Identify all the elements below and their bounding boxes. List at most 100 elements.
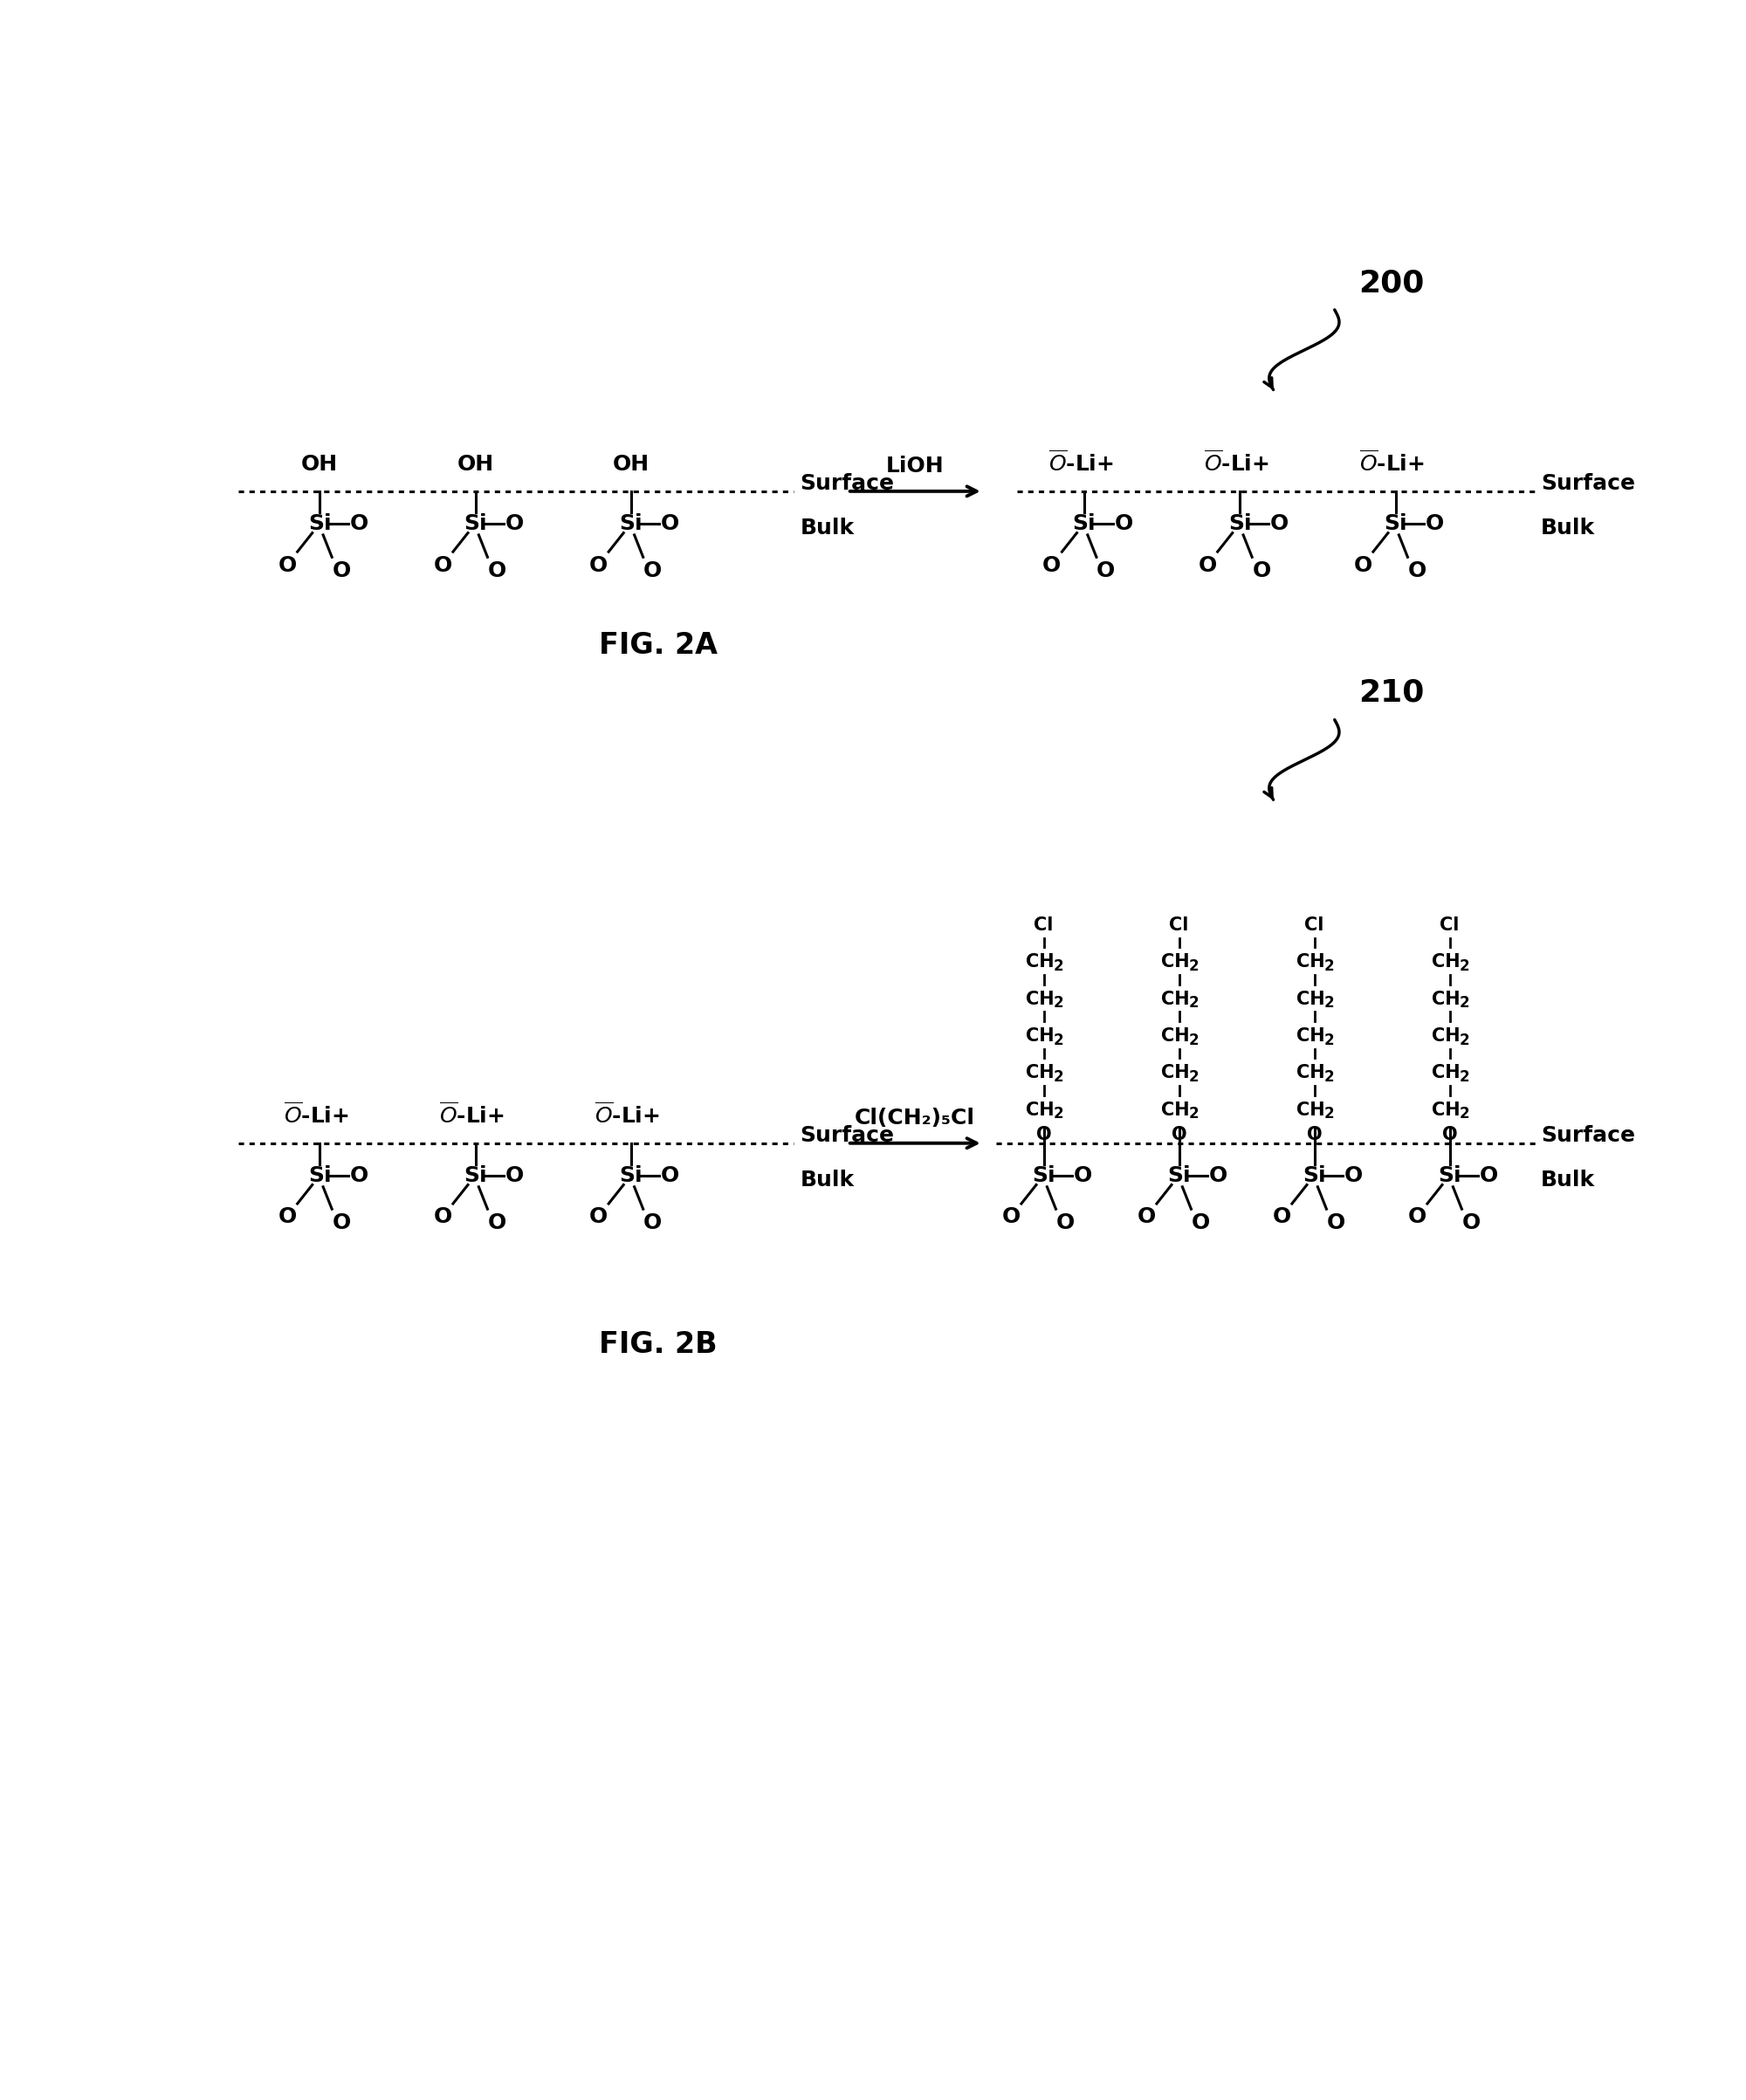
Text: O: O [1461,1212,1481,1233]
Text: Si: Si [1032,1166,1055,1186]
Text: O: O [1306,1126,1322,1142]
Text: Surface: Surface [800,473,894,494]
Text: O: O [1442,1126,1458,1142]
Text: OH: OH [302,454,339,475]
Text: 2: 2 [1460,958,1470,974]
Text: OH: OH [457,454,494,475]
Text: O: O [487,561,506,582]
Text: O: O [1114,512,1133,533]
Text: 2: 2 [1189,1107,1200,1121]
Text: O: O [643,1212,662,1233]
Text: FIG. 2B: FIG. 2B [599,1331,718,1359]
Text: Cl(CH₂)₅Cl: Cl(CH₂)₅Cl [856,1107,976,1128]
Text: O: O [1002,1208,1020,1228]
Text: Cl: Cl [1304,916,1323,935]
Text: Si: Si [1227,512,1252,533]
Text: 2: 2 [1460,1069,1470,1086]
Text: Si: Si [464,512,487,533]
Text: O: O [278,1208,297,1228]
Text: O: O [332,1212,351,1233]
Text: 2: 2 [1460,1107,1470,1121]
Text: CH: CH [1027,1065,1055,1082]
Text: O: O [1096,561,1116,582]
Text: O: O [662,512,679,533]
Text: CH: CH [1432,991,1460,1008]
Text: CH: CH [1432,1100,1460,1119]
Text: Si: Si [307,512,332,533]
Text: CH: CH [1297,1065,1325,1082]
Text: CH: CH [1027,991,1055,1008]
Text: CH: CH [1432,1027,1460,1044]
Text: CH: CH [1027,953,1055,970]
Text: Si: Si [620,1166,643,1186]
Text: 2: 2 [1323,995,1334,1010]
Text: 2: 2 [1189,958,1200,974]
Text: O: O [332,561,351,582]
Text: Bulk: Bulk [800,519,854,540]
Text: O: O [1407,561,1426,582]
Text: Cl: Cl [1170,916,1189,935]
Text: O: O [1353,554,1372,575]
Text: O: O [1327,1212,1344,1233]
Text: $\overline{O}$-Li+: $\overline{O}$-Li+ [595,1103,660,1128]
Text: OH: OH [613,454,650,475]
Text: Si: Si [307,1166,332,1186]
Text: CH: CH [1161,1065,1189,1082]
Text: Bulk: Bulk [1542,1170,1596,1191]
Text: 2: 2 [1053,1069,1063,1086]
Text: O: O [1056,1212,1074,1233]
Text: CH: CH [1297,991,1325,1008]
Text: LiOH: LiOH [885,456,945,477]
Text: O: O [1425,512,1444,533]
Text: Cl: Cl [1034,916,1053,935]
Text: 2: 2 [1323,1069,1334,1086]
Text: $\overline{O}$-Li+: $\overline{O}$-Li+ [1203,449,1269,475]
Text: 2: 2 [1460,1031,1470,1048]
Text: CH: CH [1297,1027,1325,1044]
Text: CH: CH [1432,953,1460,970]
Text: 2: 2 [1053,995,1063,1010]
Text: O: O [588,554,608,575]
Text: Bulk: Bulk [1542,519,1596,540]
Text: 2: 2 [1323,1107,1334,1121]
Text: $\overline{O}$-Li+: $\overline{O}$-Li+ [1360,449,1425,475]
Text: CH: CH [1432,1065,1460,1082]
Text: Surface: Surface [1542,473,1636,494]
Text: CH: CH [1161,1100,1189,1119]
Text: 2: 2 [1323,1031,1334,1048]
Text: 2: 2 [1189,1069,1200,1086]
Text: Si: Si [464,1166,487,1186]
Text: O: O [1479,1166,1498,1186]
Text: 2: 2 [1053,958,1063,974]
Text: O: O [1042,554,1062,575]
Text: O: O [1344,1166,1364,1186]
Text: O: O [1269,512,1289,533]
Text: O: O [505,1166,524,1186]
Text: O: O [433,554,452,575]
Text: Surface: Surface [800,1126,894,1147]
Text: O: O [349,512,368,533]
Text: O: O [1252,561,1271,582]
Text: CH: CH [1161,953,1189,970]
Text: 200: 200 [1358,269,1425,298]
Text: O: O [1172,1126,1187,1142]
Text: $\overline{O}$-Li+: $\overline{O}$-Li+ [440,1103,505,1128]
Text: O: O [588,1208,608,1228]
Text: Si: Si [1439,1166,1461,1186]
Text: Si: Si [1072,512,1096,533]
Text: O: O [278,554,297,575]
Text: O: O [433,1208,452,1228]
Text: Cl: Cl [1440,916,1460,935]
Text: Si: Si [1168,1166,1191,1186]
Text: 2: 2 [1053,1031,1063,1048]
Text: FIG. 2A: FIG. 2A [599,632,718,659]
Text: O: O [662,1166,679,1186]
Text: Si: Si [1303,1166,1325,1186]
Text: 2: 2 [1189,995,1200,1010]
Text: Si: Si [1385,512,1407,533]
Text: Surface: Surface [1542,1126,1636,1147]
Text: 2: 2 [1460,995,1470,1010]
Text: CH: CH [1297,953,1325,970]
Text: CH: CH [1161,991,1189,1008]
Text: O: O [643,561,662,582]
